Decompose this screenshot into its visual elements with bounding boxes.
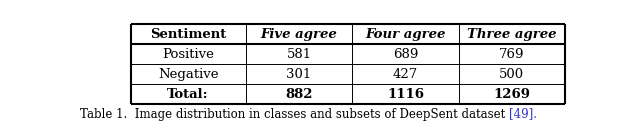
Text: Three agree: Three agree xyxy=(467,28,557,41)
Text: 427: 427 xyxy=(393,68,418,81)
Text: 882: 882 xyxy=(285,88,313,101)
Text: Table 1.  Image distribution in classes and subsets of DeepSent dataset: Table 1. Image distribution in classes a… xyxy=(80,108,509,121)
Text: Negative: Negative xyxy=(158,68,218,81)
Text: Total:: Total: xyxy=(167,88,209,101)
Text: 301: 301 xyxy=(286,68,312,81)
Text: Four agree: Four agree xyxy=(365,28,445,41)
Text: [49].: [49]. xyxy=(509,108,537,121)
Text: 769: 769 xyxy=(499,48,525,61)
Text: 500: 500 xyxy=(499,68,524,81)
Text: 1269: 1269 xyxy=(493,88,531,101)
Text: 1116: 1116 xyxy=(387,88,424,101)
Text: 581: 581 xyxy=(286,48,312,61)
Text: Sentiment: Sentiment xyxy=(150,28,227,41)
Text: Positive: Positive xyxy=(162,48,214,61)
Text: 689: 689 xyxy=(393,48,418,61)
Text: Five agree: Five agree xyxy=(260,28,337,41)
